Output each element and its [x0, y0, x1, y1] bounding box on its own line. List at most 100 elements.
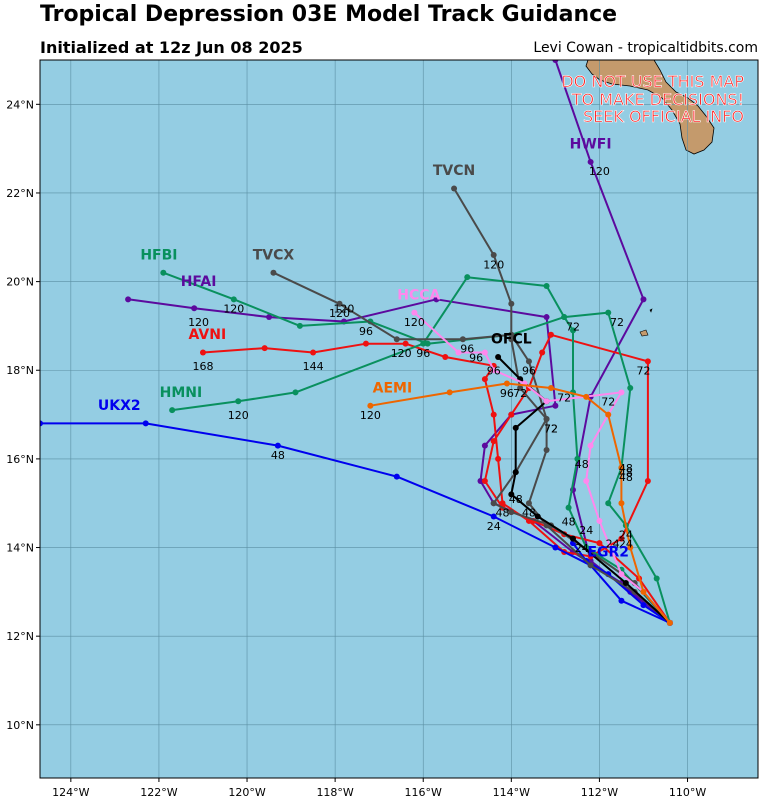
forecast-hour-label: 120 [483, 258, 504, 271]
lon-tick-label: 122°W [140, 786, 177, 799]
track-point-avni [402, 340, 409, 347]
track-point-hcca [618, 389, 625, 396]
track-point-hwfi [587, 158, 594, 165]
forecast-hour-label: 72 [566, 320, 580, 333]
forecast-hour-label: 24 [575, 542, 589, 555]
forecast-hour-label: 120 [589, 165, 610, 178]
track-point-aemi [640, 588, 647, 595]
forecast-hour-label: 120 [228, 409, 249, 422]
track-point-ofcl [512, 469, 519, 476]
lat-tick-label: 16°N [6, 453, 34, 466]
forecast-hour-label: 48 [509, 493, 523, 506]
lon-tick-label: 116°W [405, 786, 442, 799]
track-point-hcca [481, 349, 488, 356]
track-point-hcca [587, 442, 594, 449]
track-point-avni [644, 478, 651, 485]
track-point-avni [490, 438, 497, 445]
track-point-egr2 [640, 602, 647, 609]
track-line-hmni [171, 276, 671, 624]
lon-tick-label: 112°W [581, 786, 618, 799]
track-point-hfai [125, 296, 132, 303]
island-2 [649, 308, 653, 313]
track-point-ofcl [534, 513, 541, 520]
forecast-hour-label: 72 [544, 422, 558, 435]
forecast-hour-label: 24 [619, 538, 633, 551]
track-line-hfbi [162, 271, 671, 624]
track-point-avni [618, 535, 625, 542]
forecast-hour-label: 120 [333, 303, 354, 316]
track-point-avni [362, 340, 369, 347]
lat-tick-label: 24°N [6, 98, 34, 111]
forecast-hour-label: 96 [469, 351, 483, 364]
track-point-hmni [605, 309, 612, 316]
track-point-hfai [433, 296, 440, 303]
track-point-aemi [618, 464, 625, 471]
track-point-avni [310, 349, 317, 356]
model-name-egr2: EGR2 [587, 544, 629, 560]
model-name-hfbi: HFBI [140, 247, 177, 263]
track-line-tvcn [453, 187, 671, 624]
track-point-ukx2 [274, 442, 281, 449]
track-point-avni [547, 331, 554, 338]
credit-text: Levi Cowan - tropicaltidbits.com [533, 40, 758, 56]
track-point-hcca [411, 309, 418, 316]
forecast-hour-label: 48 [575, 458, 589, 471]
track-point-tvcn [451, 185, 458, 192]
track-point-hfbi [569, 327, 576, 334]
track-point-aemi [618, 500, 625, 507]
model-name-avni: AVNI [189, 327, 227, 343]
axis-labels: 124°W 122°W 120°W 118°W 116°W 114°W 112°W 110°W… [6, 98, 706, 799]
warning-line-3: SEEK OFFICIAL INFO [583, 107, 744, 126]
track-point-hwfi [552, 60, 559, 63]
forecast-hour-label: 24 [487, 520, 501, 533]
track-point-avni [644, 358, 651, 365]
track-point-aemi [666, 619, 673, 626]
track-point-tvcx [508, 331, 515, 338]
model-tracks [40, 60, 673, 626]
track-point-hmni [169, 407, 176, 414]
track-point-tvcx [490, 500, 497, 507]
lon-tick-label: 110°W [669, 786, 706, 799]
track-point-aemi [583, 393, 590, 400]
track-point-hcca [596, 517, 603, 524]
track-point-avni [499, 500, 506, 507]
lat-tick-label: 18°N [6, 364, 34, 377]
forecast-hour-label: 72 [636, 365, 650, 378]
forecast-hour-label: 48 [522, 507, 536, 520]
track-aemi [367, 380, 673, 626]
track-point-avni [508, 411, 515, 418]
track-point-hmni [653, 575, 660, 582]
model-name-hwfi: HWFI [570, 137, 612, 153]
track-point-hcca [543, 398, 550, 405]
track-point-aemi [627, 544, 634, 551]
warning-line-1: DO NOT USE THIS MAP [561, 72, 744, 91]
track-point-hfai [543, 314, 550, 321]
lat-lon-grid [40, 60, 758, 778]
track-point-tvcn [508, 300, 515, 307]
forecast-hour-label: 96 [460, 343, 474, 356]
track-point-tvcn [587, 562, 594, 569]
track-point-avni [442, 353, 449, 360]
track-point-ofcl [508, 491, 515, 498]
model-name-tvcx: TVCX [253, 247, 295, 263]
forecast-hour-label: 96 [359, 325, 373, 338]
model-name-tvcn: TVCN [433, 163, 475, 179]
track-point-aemi [605, 411, 612, 418]
track-point-aemi [547, 384, 554, 391]
track-point-tvcx [508, 509, 515, 516]
track-point-hfai [481, 442, 488, 449]
forecast-hour-label: 48 [619, 471, 633, 484]
lat-tick-label: 10°N [6, 719, 34, 732]
init-subtitle: Initialized at 12z Jun 08 2025 [40, 38, 303, 57]
track-point-hmni [605, 500, 612, 507]
track-point-ukx2 [490, 513, 497, 520]
track-point-aemi [503, 380, 510, 387]
baja-california-landmass [585, 60, 715, 337]
track-point-avni [481, 478, 488, 485]
track-point-tvcx [393, 336, 400, 343]
track-point-hcca [490, 367, 497, 374]
track-point-hfbi [296, 322, 303, 329]
forecast-hour-label: 120 [360, 409, 381, 422]
